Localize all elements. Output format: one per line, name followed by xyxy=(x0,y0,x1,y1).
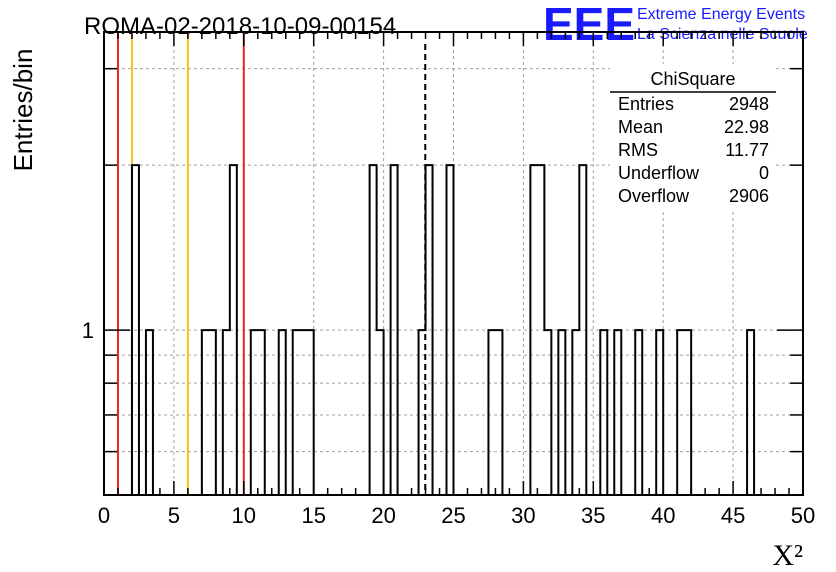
stats-label: Overflow xyxy=(618,186,690,206)
x-tick-label: 0 xyxy=(98,503,110,528)
logo-line-1: Extreme Energy Events xyxy=(637,6,805,23)
stats-box-title: ChiSquare xyxy=(650,69,735,89)
x-axis-title: X² xyxy=(772,539,803,572)
x-tick-label: 30 xyxy=(511,503,535,528)
stats-value: 2948 xyxy=(729,94,769,114)
x-tick-label: 45 xyxy=(721,503,745,528)
x-tick-label: 20 xyxy=(371,503,395,528)
stats-value: 11.77 xyxy=(725,140,769,160)
stats-value: 22.98 xyxy=(724,117,769,137)
stats-value: 0 xyxy=(759,163,769,183)
x-tick-label: 35 xyxy=(581,503,605,528)
x-axis-ticks: 0 5 10 15 20 25 30 35 40 45 50 xyxy=(98,32,815,528)
logo-line-2: La Scienza nelle Scuole xyxy=(637,26,808,43)
y-axis-title: Entries/bin xyxy=(8,49,38,172)
x-tick-label: 25 xyxy=(441,503,465,528)
y-tick-label: 1 xyxy=(82,318,94,343)
stats-label: Entries xyxy=(618,94,674,114)
stats-label: Mean xyxy=(618,117,663,137)
y-axis-ticks: 1 xyxy=(82,67,803,453)
stats-box: ChiSquare Entries 2948 Mean 22.98 RMS 11.77 Un… xyxy=(610,64,776,212)
logo-text: EEE xyxy=(543,0,635,50)
stats-label: Underflow xyxy=(618,163,700,183)
x-tick-label: 5 xyxy=(168,503,180,528)
x-tick-label: 10 xyxy=(232,503,256,528)
stats-box-background xyxy=(610,64,776,212)
x-tick-label: 40 xyxy=(651,503,675,528)
x-tick-label: 50 xyxy=(791,503,815,528)
x-tick-label: 15 xyxy=(301,503,325,528)
stats-value: 2906 xyxy=(729,186,769,206)
chart-title: ROMA-02-2018-10-09-00154 xyxy=(84,13,396,40)
reference-lines xyxy=(116,32,427,495)
eee-logo: EEE Extreme Energy Events La Scienza nel… xyxy=(543,0,808,50)
histogram-outline xyxy=(130,164,756,495)
stats-label: RMS xyxy=(618,140,658,160)
